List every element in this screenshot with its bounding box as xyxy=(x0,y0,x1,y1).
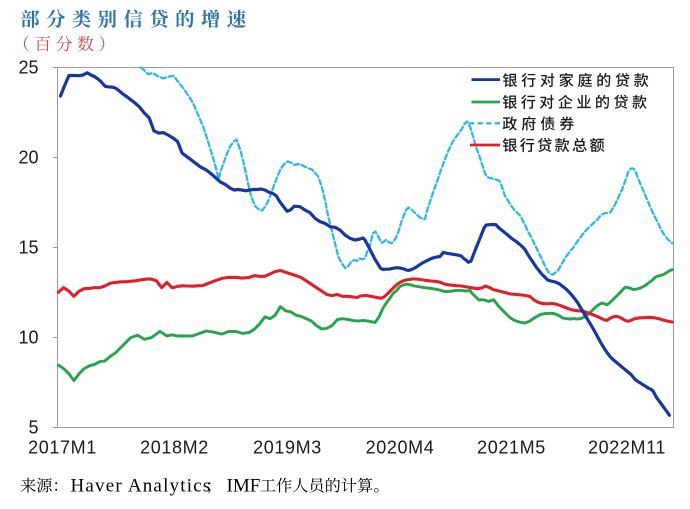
svg-text:5: 5 xyxy=(28,418,38,438)
svg-text:2022M11: 2022M11 xyxy=(588,437,666,457)
svg-text:2021M5: 2021M5 xyxy=(477,437,546,457)
svg-text:Haver Analytics: Haver Analytics xyxy=(71,475,212,496)
svg-text:20: 20 xyxy=(18,148,38,168)
svg-text:2018M2: 2018M2 xyxy=(140,437,209,457)
svg-text:2020M4: 2020M4 xyxy=(366,437,435,457)
svg-text:2019M3: 2019M3 xyxy=(253,437,322,457)
svg-text:15: 15 xyxy=(18,238,38,258)
svg-text:25: 25 xyxy=(18,58,38,78)
svg-text:10: 10 xyxy=(18,328,38,348)
svg-text:IMF: IMF xyxy=(227,475,261,496)
svg-text:2017M1: 2017M1 xyxy=(28,437,97,457)
